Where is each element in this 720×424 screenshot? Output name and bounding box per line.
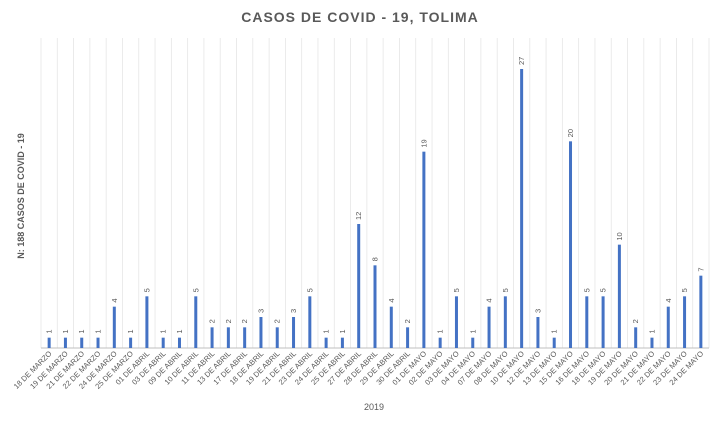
bar xyxy=(634,327,638,348)
bar xyxy=(471,337,475,348)
chart-title: CASOS DE COVID - 19, TOLIMA xyxy=(241,9,479,25)
bar xyxy=(699,275,703,348)
value-label: 1 xyxy=(126,329,135,333)
bar xyxy=(552,337,556,348)
value-label: 1 xyxy=(77,329,86,333)
value-label: 2 xyxy=(240,319,249,323)
bar xyxy=(389,306,393,348)
value-label: 1 xyxy=(61,329,70,333)
value-label: 2 xyxy=(208,319,217,323)
bar xyxy=(308,296,312,348)
bar xyxy=(422,151,426,348)
value-label: 1 xyxy=(45,329,54,333)
bar xyxy=(112,306,116,348)
value-label: 2 xyxy=(273,319,282,323)
value-label: 4 xyxy=(110,298,119,302)
bar xyxy=(536,317,540,348)
bar xyxy=(226,327,230,348)
value-label: 1 xyxy=(468,329,477,333)
value-label: 5 xyxy=(599,288,608,292)
bar xyxy=(520,69,524,348)
bar xyxy=(47,337,51,348)
bar xyxy=(63,337,67,348)
bar xyxy=(650,337,654,348)
x-axis-label: 2019 xyxy=(364,402,384,412)
bar xyxy=(438,337,442,348)
bar xyxy=(177,337,181,348)
value-label: 1 xyxy=(175,329,184,333)
bar xyxy=(340,337,344,348)
bar xyxy=(194,296,198,348)
value-label: 20 xyxy=(566,129,575,137)
bar xyxy=(487,306,491,348)
value-label: 3 xyxy=(533,309,542,313)
value-label: 27 xyxy=(517,57,526,65)
bar xyxy=(569,141,573,348)
bar xyxy=(292,317,296,348)
bar xyxy=(503,296,507,348)
value-label: 12 xyxy=(354,212,363,220)
value-label: 1 xyxy=(436,329,445,333)
value-label: 5 xyxy=(305,288,314,292)
bar xyxy=(683,296,687,348)
value-label: 5 xyxy=(680,288,689,292)
y-axis-label: N: 188 CASOS DE COVID - 19 xyxy=(16,133,26,259)
bar xyxy=(259,317,263,348)
value-label: 1 xyxy=(338,329,347,333)
value-label: 1 xyxy=(322,329,331,333)
bar xyxy=(357,224,361,348)
bar xyxy=(585,296,589,348)
value-label: 4 xyxy=(485,298,494,302)
value-label: 4 xyxy=(387,298,396,302)
value-label: 5 xyxy=(452,288,461,292)
value-label: 2 xyxy=(631,319,640,323)
bar xyxy=(161,337,165,348)
value-label: 3 xyxy=(289,309,298,313)
value-label: 3 xyxy=(256,309,265,313)
bar xyxy=(454,296,458,348)
bar xyxy=(243,327,247,348)
bar xyxy=(617,244,621,348)
value-label: 2 xyxy=(224,319,233,323)
bar xyxy=(601,296,605,348)
value-label: 7 xyxy=(696,267,705,271)
value-label: 8 xyxy=(371,257,380,261)
bar xyxy=(406,327,410,348)
value-label: 1 xyxy=(159,329,168,333)
value-label: 5 xyxy=(142,288,151,292)
value-label: 4 xyxy=(664,298,673,302)
value-label: 1 xyxy=(94,329,103,333)
bar xyxy=(210,327,214,348)
bar xyxy=(80,337,84,348)
bar xyxy=(275,327,279,348)
bar xyxy=(96,337,100,348)
value-label: 1 xyxy=(647,329,656,333)
bar xyxy=(145,296,149,348)
bar xyxy=(666,306,670,348)
value-label: 10 xyxy=(615,232,624,240)
value-label: 1 xyxy=(550,329,559,333)
bar xyxy=(324,337,328,348)
value-label: 2 xyxy=(403,319,412,323)
bar xyxy=(373,265,377,348)
value-label: 5 xyxy=(501,288,510,292)
value-label: 5 xyxy=(191,288,200,292)
bar xyxy=(129,337,133,348)
value-label: 19 xyxy=(419,139,428,147)
value-label: 5 xyxy=(582,288,591,292)
